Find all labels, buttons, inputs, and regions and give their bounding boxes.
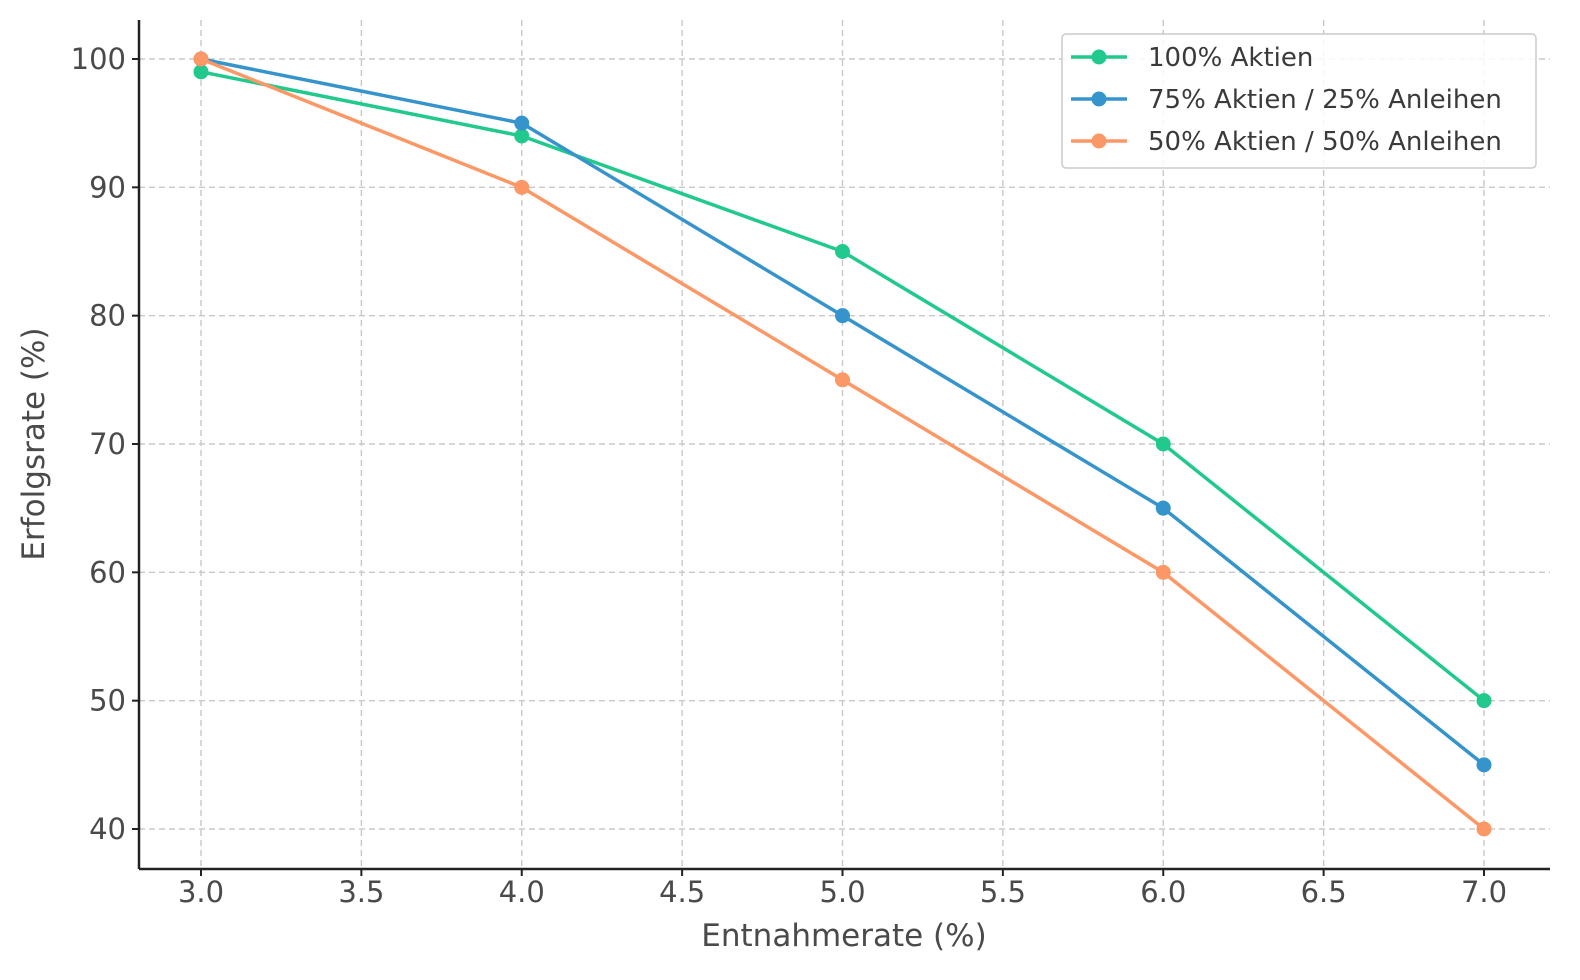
y-tick-label: 90 bbox=[89, 170, 126, 204]
data-point bbox=[514, 128, 530, 144]
series-3 bbox=[193, 51, 1492, 837]
tick-labels: 3.0 3.5 4.0 4.5 5.0 5.5 6.0 6.5 7.0 40 50 60 70 80 90 1… bbox=[71, 42, 1507, 909]
legend-item: 100% Aktien bbox=[1071, 43, 1313, 73]
series-2 bbox=[193, 51, 1492, 773]
y-axis-title: Erfolgsrate (%) bbox=[16, 327, 52, 560]
x-tick-label: 6.5 bbox=[1301, 875, 1347, 909]
series-group bbox=[193, 51, 1492, 837]
legend-item: 75% Aktien / 25% Anleihen bbox=[1071, 85, 1502, 115]
legend-box bbox=[1061, 33, 1537, 169]
legend-label: 50% Aktien / 50% Anleihen bbox=[1148, 127, 1502, 157]
data-point bbox=[514, 115, 530, 131]
x-axis-title: Entnahmerate (%) bbox=[701, 918, 986, 954]
x-tick-label: 6.0 bbox=[1140, 875, 1186, 909]
data-point bbox=[835, 372, 850, 388]
legend-swatch-marker bbox=[1091, 49, 1107, 65]
series-1 bbox=[193, 64, 1492, 709]
data-point bbox=[193, 64, 209, 80]
data-point bbox=[1155, 500, 1171, 516]
legend-swatch-marker bbox=[1091, 91, 1107, 107]
data-point bbox=[1155, 564, 1171, 580]
x-tick-label: 7.0 bbox=[1461, 875, 1507, 909]
data-point bbox=[835, 244, 850, 259]
legend-label: 100% Aktien bbox=[1148, 43, 1313, 73]
legend-swatch-marker bbox=[1091, 133, 1107, 149]
y-tick-label: 60 bbox=[89, 555, 126, 589]
data-point bbox=[1155, 436, 1171, 452]
legend-label: 75% Aktien / 25% Anleihen bbox=[1148, 85, 1502, 115]
y-tick-label: 40 bbox=[89, 812, 126, 846]
axes bbox=[132, 20, 1550, 876]
data-point bbox=[193, 51, 209, 67]
data-point bbox=[514, 179, 530, 195]
data-point bbox=[835, 308, 850, 324]
x-tick-label: 4.0 bbox=[499, 875, 545, 909]
data-point bbox=[1476, 757, 1492, 773]
x-tick-label: 3.5 bbox=[338, 875, 384, 909]
data-point bbox=[1476, 693, 1492, 709]
y-tick-label: 100 bbox=[71, 42, 126, 76]
x-tick-label: 3.0 bbox=[178, 875, 224, 909]
x-tick-label: 4.5 bbox=[659, 875, 705, 909]
legend-item: 50% Aktien / 50% Anleihen bbox=[1071, 127, 1502, 157]
y-tick-label: 70 bbox=[89, 427, 126, 461]
y-tick-label: 50 bbox=[89, 684, 126, 718]
y-tick-label: 80 bbox=[89, 299, 126, 333]
legend: 100% Aktien 75% Aktien / 25% Anleihen 50% … bbox=[1061, 33, 1537, 169]
x-tick-label: 5.5 bbox=[980, 875, 1026, 909]
x-tick-label: 5.0 bbox=[819, 875, 865, 909]
data-point bbox=[1476, 821, 1492, 837]
